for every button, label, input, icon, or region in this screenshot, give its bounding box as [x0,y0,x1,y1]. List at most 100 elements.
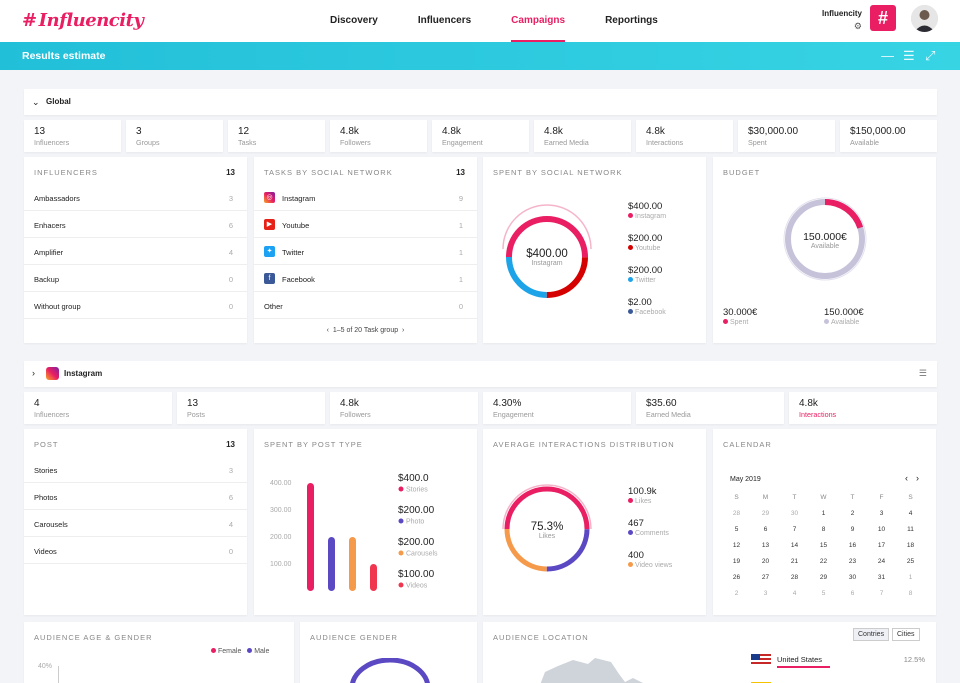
stat-label: Earned Media [544,138,589,147]
calendar-day[interactable]: 23 [848,557,857,565]
minimize-icon[interactable]: — [881,48,894,63]
calendar-day[interactable]: 30 [848,573,857,581]
calendar-week: 26 27 28 29 30 31 1 [722,569,925,585]
chevron-right-icon[interactable]: › [402,327,405,334]
legend-label: Video views [628,562,672,569]
list-item[interactable]: Videos 0 [24,537,247,564]
calendar-day[interactable]: 13 [761,541,770,549]
list-item[interactable]: Stories 3 [24,456,247,483]
weekday-label: S [734,493,739,501]
calendar-day[interactable]: 5 [734,525,739,533]
list-item[interactable]: Backup 0 [24,265,247,292]
list-item[interactable]: Other 0 [254,292,477,319]
calendar-day[interactable]: 16 [848,541,857,549]
global-section-header[interactable]: ⌄ Global [24,89,937,115]
expand-icon[interactable]: ⤢ [925,48,936,63]
chevron-right-icon[interactable]: › [916,473,919,483]
calendar-week: 19 20 21 22 23 24 25 [722,553,925,569]
menu-icon[interactable]: ☰ [918,368,927,378]
nav-reportings[interactable]: Reportings [605,15,658,26]
calendar-day[interactable]: 28 [790,573,799,581]
list-item[interactable]: Ambassadors 3 [24,184,247,211]
list-item[interactable]: Enhacers 6 [24,211,247,238]
calendar-day[interactable]: 5 [821,589,826,597]
calendar-day[interactable]: 4 [908,509,913,517]
nav-influencers[interactable]: Influencers [417,15,472,26]
calendar-day[interactable]: 1 [821,509,826,517]
list-item-value: 3 [228,466,233,475]
avg-donut [502,484,592,572]
stat-card: 4.8k Earned Media [534,120,631,152]
list-item[interactable]: Without group 0 [24,292,247,319]
instagram-section-header[interactable]: › Instagram ☰ [24,361,937,387]
list-item-value: 0 [228,302,233,311]
calendar-day[interactable]: 17 [877,541,886,549]
chevron-left-icon[interactable]: ‹ [905,473,908,483]
nav-campaigns[interactable]: Campaigns [511,0,565,42]
calendar-day[interactable]: 12 [732,541,741,549]
calendar-day[interactable]: 30 [790,509,799,517]
calendar-day[interactable]: 2 [850,509,855,517]
stat-value: $30,000.00 [748,126,799,137]
list-item[interactable]: f Facebook 1 [254,265,477,292]
calendar-day[interactable]: 25 [906,557,915,565]
chevron-left-icon[interactable]: ‹ [326,327,329,334]
stat-label: Spent [748,138,767,147]
calendar-day[interactable]: 6 [763,525,768,533]
calendar-day[interactable]: 2 [734,589,739,597]
app-logo[interactable]: # Influencity [22,10,144,31]
brand-logo-icon[interactable]: # [870,5,896,31]
list-item[interactable]: ▶ Youtube 1 [254,211,477,238]
calendar-day[interactable]: 4 [792,589,797,597]
calendar-day[interactable]: 3 [763,589,768,597]
countries-button[interactable]: Contries [853,628,890,641]
calendar-day[interactable]: 9 [850,525,855,533]
calendar-day[interactable]: 3 [879,509,884,517]
calendar-day[interactable]: 31 [877,573,886,581]
list-item[interactable]: Photos 6 [24,483,247,510]
calendar-day[interactable]: 1 [908,573,913,581]
list-item[interactable]: Amplifier 4 [24,238,247,265]
list-item[interactable]: Carousels 4 [24,510,247,537]
calendar-day[interactable]: 7 [879,589,884,597]
calendar-day[interactable]: 15 [819,541,828,549]
list-item-label: Stories [34,466,58,475]
calendar-day[interactable]: 6 [850,589,855,597]
calendar-day[interactable]: 7 [792,525,797,533]
calendar-day[interactable]: 26 [732,573,741,581]
calendar-day[interactable]: 22 [819,557,828,565]
tasks-panel: TASKS BY SOCIAL NETWORK 13 ◎ Instagram 9 ▶ Y… [254,157,477,343]
calendar-day[interactable]: 29 [819,573,828,581]
list-item[interactable]: ✦ Twitter 1 [254,238,477,265]
list-item[interactable]: ◎ Instagram 9 [254,184,477,211]
bar-legend-dot [398,550,404,556]
bar [328,537,335,591]
calendar-day[interactable]: 8 [821,525,826,533]
stat-label: Engagement [493,410,534,419]
calendar-day[interactable]: 10 [877,525,886,533]
list-item-label: Twitter [282,248,305,257]
nav-discovery[interactable]: Discovery [330,15,378,26]
calendar-day[interactable]: 11 [907,525,914,533]
calendar-day[interactable]: 14 [790,541,799,549]
calendar-day[interactable]: 8 [908,589,913,597]
country-percent: 12.5% [903,655,925,664]
calendar-day[interactable]: 24 [877,557,886,565]
calendar-day[interactable]: 27 [761,573,770,581]
task-pagination[interactable]: ‹ 1–5 of 20 Task group › [254,327,477,334]
calendar-day[interactable]: 28 [732,509,741,517]
calendar-day[interactable]: 19 [732,557,741,565]
legend-item: $2.00 Facebook [628,297,666,316]
chevron-right-icon[interactable]: › [32,368,35,378]
calendar-day[interactable]: 18 [906,541,915,549]
calendar-day[interactable]: 20 [761,557,770,565]
cities-button[interactable]: Cities [892,628,920,641]
calendar-day[interactable]: 29 [761,509,770,517]
stat-value: 12 [238,126,250,137]
legend-item: $200.00 Youtube [628,233,662,252]
avatar[interactable] [911,5,938,32]
gear-icon[interactable]: ⚙ [853,21,862,31]
menu-icon[interactable]: ☰ [903,48,915,63]
calendar-day[interactable]: 21 [790,557,799,565]
chevron-down-icon[interactable]: ⌄ [32,97,40,107]
